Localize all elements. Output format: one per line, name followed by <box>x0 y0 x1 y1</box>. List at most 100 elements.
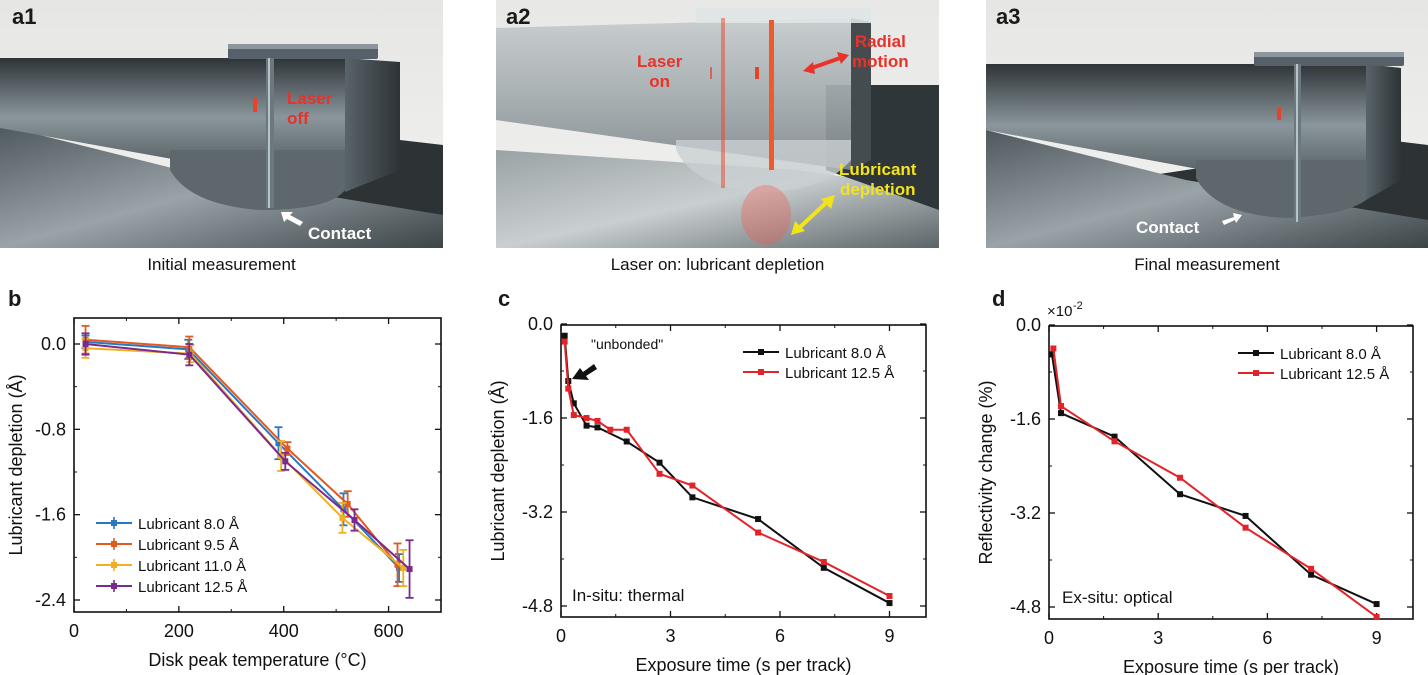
legend-marker <box>111 520 117 526</box>
radial-motion-arrow-icon <box>803 52 849 79</box>
y-axis-label: Lubricant depletion (Å) <box>488 380 508 561</box>
data-point <box>689 494 696 501</box>
legend-marker <box>758 349 764 355</box>
data-point <box>886 593 893 600</box>
plot-frame <box>1048 325 1414 620</box>
x-tick-label: 200 <box>164 621 194 641</box>
data-point <box>623 426 630 433</box>
annotation-unbonded: "unbonded" <box>591 336 663 352</box>
y-tick-label: 0.0 <box>41 334 66 354</box>
chart-d: 0 3 6 9 0.0 -1.6 -3.2 -4.8 Exposure time (s per … <box>976 300 1414 675</box>
data-point <box>820 564 827 571</box>
series-line-3 <box>85 347 404 569</box>
x-tick-label: 9 <box>884 626 894 646</box>
data-point <box>607 426 614 433</box>
legend-marker <box>111 562 117 568</box>
data-point <box>1111 438 1118 445</box>
legend-marker <box>1253 370 1259 376</box>
data-point <box>570 400 577 407</box>
data-point <box>186 351 193 358</box>
legend-label: Lubricant 8.0 Å <box>785 345 886 362</box>
lubricant-depletion-arrow-icon <box>791 195 835 240</box>
legend-marker <box>111 541 117 547</box>
panel-label-d: d <box>992 286 1006 311</box>
data-point <box>583 422 590 429</box>
panel-label-a1: a1 <box>12 4 37 29</box>
data-point <box>570 412 577 419</box>
data-point <box>275 440 282 447</box>
data-point <box>339 514 346 521</box>
legend-label: Lubricant 8.0 Å <box>138 516 239 533</box>
laser-off-label: Laser off <box>287 89 333 128</box>
x-tick-label: 3 <box>665 626 675 646</box>
data-point <box>1058 410 1065 417</box>
y-tick-label: -3.2 <box>522 502 553 522</box>
data-point <box>1177 474 1184 481</box>
plot-frame <box>73 317 442 613</box>
y-tick-label: 0.0 <box>528 314 553 334</box>
x-axis-label: Exposure time (s per track) <box>635 655 851 675</box>
data-point <box>565 385 572 392</box>
legend-label: Lubricant 8.0 Å <box>1280 346 1381 363</box>
data-point <box>340 506 347 513</box>
series-line-4 <box>85 343 411 570</box>
panel-a1-illustration <box>0 0 443 248</box>
data-point <box>886 600 893 607</box>
radial-motion-label: Radial motion <box>852 32 909 71</box>
x-tick-label: 600 <box>374 621 404 641</box>
data-point <box>594 424 601 431</box>
panel-a3-illustration <box>986 0 1428 248</box>
lubricant-depletion-label: Lubricant depletion <box>839 160 917 199</box>
data-point <box>351 517 358 523</box>
x-tick-label: 6 <box>775 626 785 646</box>
data-point <box>1373 601 1380 608</box>
y-axis-label: Lubricant depletion (Å) <box>6 374 26 555</box>
chart-c: 0 3 6 9 0.0 -1.6 -3.2 -4.8 Exposure time (s per … <box>488 314 927 675</box>
laser-on-label: Laser on <box>637 52 683 91</box>
data-point <box>1058 403 1065 410</box>
caption-a2: Laser on: lubricant depletion <box>610 255 825 274</box>
data-point <box>1111 433 1118 440</box>
data-point <box>755 529 762 536</box>
caption-a3: Final measurement <box>1134 255 1280 274</box>
panel-label-a3: a3 <box>996 4 1021 29</box>
x-tick-label: 0 <box>1044 628 1054 648</box>
data-point <box>400 565 407 571</box>
data-point <box>594 417 601 424</box>
contact-label-a1: Contact <box>308 224 372 243</box>
data-point <box>820 558 827 565</box>
data-point <box>583 415 590 421</box>
x-tick-label: 3 <box>1153 628 1163 648</box>
data-point <box>561 338 568 345</box>
data-point <box>284 445 291 452</box>
y-tick-label: -2.4 <box>35 590 66 610</box>
data-point <box>1048 351 1055 358</box>
y-tick-label: -0.8 <box>35 419 66 439</box>
data-point <box>1050 345 1057 352</box>
legend-label: Lubricant 9.5 Å <box>138 537 239 554</box>
data-point <box>1308 571 1315 578</box>
panel-label-a2: a2 <box>506 4 531 29</box>
data-point <box>1373 613 1380 620</box>
data-point <box>755 516 762 523</box>
panel-label-b: b <box>8 286 22 311</box>
series-line-1 <box>85 340 400 569</box>
y-axis-label: Reflectivity change (%) <box>976 380 996 564</box>
data-point <box>396 565 403 571</box>
data-point <box>656 459 663 466</box>
data-point <box>394 561 401 568</box>
series-line-2 <box>1052 348 1378 618</box>
data-point <box>1177 491 1184 498</box>
x-tick-label: 400 <box>269 621 299 641</box>
panel-a2-illustration <box>496 0 939 248</box>
data-point <box>623 438 630 445</box>
x-axis-label: Exposure time (s per track) <box>1123 657 1339 675</box>
legend-marker <box>111 583 117 589</box>
data-point <box>656 470 663 477</box>
data-point <box>406 566 413 573</box>
annotation-measurement-type: Ex-situ: optical <box>1062 588 1173 607</box>
panel-label-c: c <box>498 286 511 311</box>
legend-label: Lubricant 12.5 Å <box>1280 366 1389 383</box>
legend-marker <box>1253 350 1259 356</box>
data-point <box>689 482 696 489</box>
